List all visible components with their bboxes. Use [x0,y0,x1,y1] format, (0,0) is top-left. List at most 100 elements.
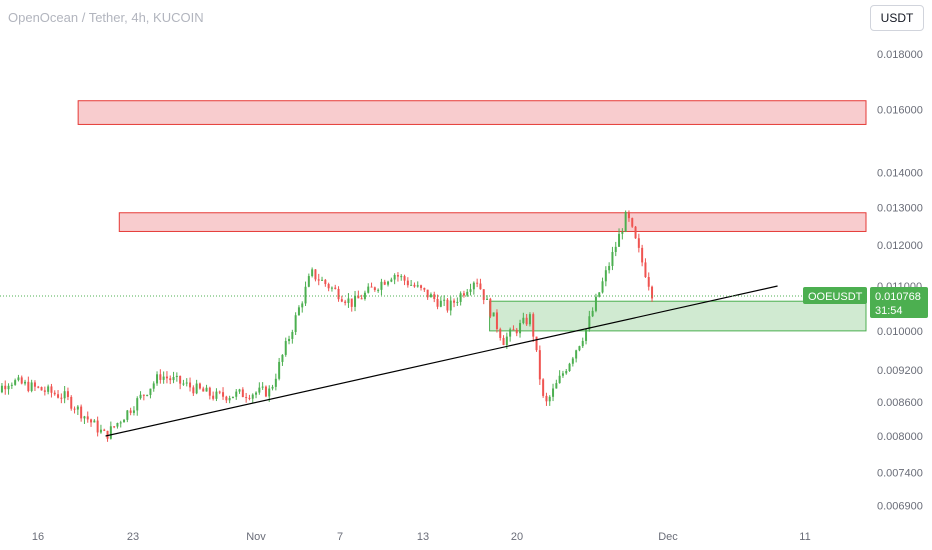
candle-body [334,287,337,289]
candle-body [565,371,568,374]
candle-body [363,292,366,299]
candle-body [268,388,271,397]
candle-body [644,262,647,278]
candle-body [489,298,492,317]
price-badge [870,287,928,319]
candle-body [433,294,436,299]
candle-body [406,280,409,286]
y-tick-label: 0.008000 [877,431,923,443]
candle-body [403,276,406,281]
x-tick-label: Dec [658,531,678,543]
countdown-label: 31:54 [875,305,903,317]
candle-body [317,279,320,281]
candle-body [24,381,27,384]
candle-body [301,303,304,308]
y-tick-label: 0.016000 [877,104,923,116]
y-tick-label: 0.006900 [877,501,923,513]
candle-body [93,420,96,423]
candle-body [172,377,175,381]
candle-body [182,383,185,385]
candle-body [307,276,310,287]
candle-body [291,331,294,339]
candle-body [396,275,399,277]
candle-body [621,231,624,234]
candle-body [4,385,7,390]
candle-body [50,386,53,393]
trendline[interactable] [105,285,778,437]
candle-body [47,386,50,392]
candle-body [482,289,485,300]
candle-body [297,307,300,316]
candle-body [585,329,588,341]
candle-body [443,299,446,301]
candle-body [281,354,284,362]
candle-body [330,287,333,289]
currency-button[interactable]: USDT [870,5,924,31]
candle-body [152,383,155,389]
candle-body [354,295,357,307]
resistance-zone-1[interactable] [77,100,867,125]
candle-body [86,416,89,420]
candle-body [198,383,201,389]
candle-body [139,394,142,399]
y-tick-label: 0.010000 [877,326,923,338]
candle-body [456,301,459,303]
candle-body [7,385,10,390]
candle-body [205,387,208,392]
candle-body [218,391,221,393]
candle-body [43,390,46,392]
candle-body [390,279,393,282]
candle-body [304,286,307,304]
candle-body [439,300,442,307]
candle-body [327,284,330,289]
candle-body [535,336,538,351]
candle-body [472,282,475,290]
symbol-badge-label: OOEUSDT [808,291,863,303]
candle-body [225,396,228,401]
candle-body [373,287,376,291]
candle-body [175,375,178,378]
candle-body [614,246,617,252]
candle-body [400,276,403,278]
candle-body [545,395,548,402]
x-tick-label: 11 [799,531,810,543]
candle-body [103,429,106,431]
candle-body [60,397,63,399]
candle-body [512,329,515,331]
candle-body [604,270,607,282]
symbol-badge [803,287,867,305]
candle-body [146,394,149,396]
candle-body [57,394,60,398]
resistance-zone-2[interactable] [118,212,867,232]
candle-body [542,379,545,396]
candle-body [387,281,390,285]
candle-body [568,363,571,372]
candle-body [238,389,241,392]
candle-body [357,295,360,299]
candle-body [380,281,383,290]
candle-body [80,406,83,419]
candle-body [116,423,119,427]
candle-body [284,341,287,355]
candle-body [106,430,109,439]
x-tick-label: 13 [417,531,429,543]
y-tick-label: 0.014000 [877,167,923,179]
support-zone-3[interactable] [489,300,867,332]
candle-body [30,382,33,391]
y-tick-label: 0.012000 [877,240,923,252]
candle-body [156,374,159,384]
candle-body [591,310,594,317]
candle-body [70,396,73,409]
candle-body [126,410,129,420]
candle-body [33,382,36,387]
candle-body [40,387,43,391]
candle-body [350,298,353,307]
candle-body [571,358,574,364]
candle-body [347,298,350,303]
candle-body [624,211,627,232]
chart-title: OpenOcean / Tether, 4h, KUCOIN [8,10,204,25]
candle-body [136,398,139,411]
candle-body [185,382,188,384]
candle-body [340,299,343,302]
